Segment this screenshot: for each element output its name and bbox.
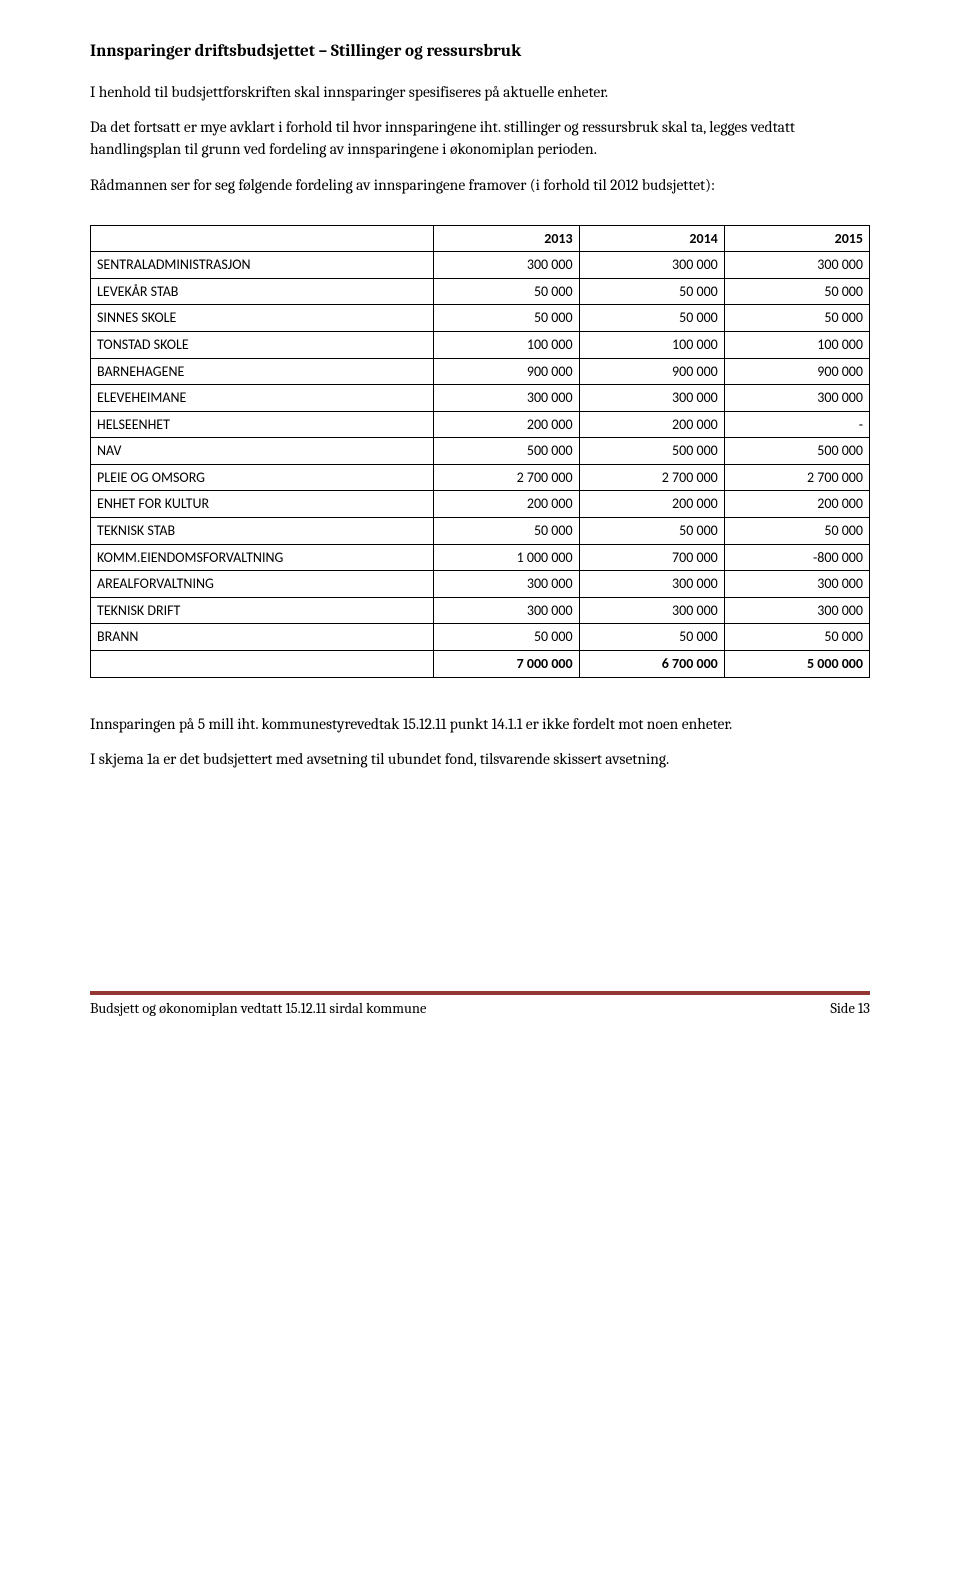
- row-value: 900 000: [724, 358, 869, 385]
- row-label: HELSEENHET: [91, 411, 434, 438]
- total-label: [91, 651, 434, 678]
- row-value: 50 000: [579, 518, 724, 545]
- row-value: 100 000: [434, 331, 579, 358]
- row-value: 2 700 000: [579, 464, 724, 491]
- row-value: 2 700 000: [724, 464, 869, 491]
- row-label: ENHET FOR KULTUR: [91, 491, 434, 518]
- row-value: 2 700 000: [434, 464, 579, 491]
- row-value: 200 000: [579, 491, 724, 518]
- row-value: 1 000 000: [434, 544, 579, 571]
- row-value: 300 000: [434, 385, 579, 412]
- page-footer: Budsjett og økonomiplan vedtatt 15.12.11…: [90, 991, 870, 1019]
- table-row: NAV500 000500 000500 000: [91, 438, 870, 465]
- intro-paragraph-1: I henhold til budsjettforskriften skal i…: [90, 82, 870, 104]
- table-row: KOMM.EIENDOMSFORVALTNING1 000 000700 000…: [91, 544, 870, 571]
- row-value: 50 000: [579, 305, 724, 332]
- row-label: KOMM.EIENDOMSFORVALTNING: [91, 544, 434, 571]
- table-row: PLEIE OG OMSORG2 700 0002 700 0002 700 0…: [91, 464, 870, 491]
- row-value: 300 000: [434, 252, 579, 279]
- row-value: 300 000: [724, 385, 869, 412]
- row-value: 50 000: [724, 305, 869, 332]
- row-value: 900 000: [579, 358, 724, 385]
- row-value: 200 000: [579, 411, 724, 438]
- row-label: BRANN: [91, 624, 434, 651]
- intro-paragraph-2: Da det fortsatt er mye avklart i forhold…: [90, 117, 870, 160]
- footer-left-text: Budsjett og økonomiplan vedtatt 15.12.11…: [90, 999, 426, 1019]
- row-value: 500 000: [434, 438, 579, 465]
- total-value: 7 000 000: [434, 651, 579, 678]
- table-row: ELEVEHEIMANE300 000300 000300 000: [91, 385, 870, 412]
- row-label: NAV: [91, 438, 434, 465]
- row-value: 700 000: [579, 544, 724, 571]
- row-value: 900 000: [434, 358, 579, 385]
- row-value: 50 000: [579, 278, 724, 305]
- row-value: 100 000: [579, 331, 724, 358]
- row-value: 300 000: [724, 571, 869, 598]
- row-label: TEKNISK DRIFT: [91, 597, 434, 624]
- table-row: BRANN50 00050 00050 000: [91, 624, 870, 651]
- table-header-2013: 2013: [434, 225, 579, 252]
- row-label: PLEIE OG OMSORG: [91, 464, 434, 491]
- row-value: 200 000: [434, 411, 579, 438]
- row-value: 500 000: [579, 438, 724, 465]
- row-label: TEKNISK STAB: [91, 518, 434, 545]
- row-value: 300 000: [434, 597, 579, 624]
- row-value: 200 000: [434, 491, 579, 518]
- table-header-blank: [91, 225, 434, 252]
- row-value: 50 000: [434, 518, 579, 545]
- row-value: 50 000: [724, 278, 869, 305]
- row-label: LEVEKÅR STAB: [91, 278, 434, 305]
- row-label: AREALFORVALTNING: [91, 571, 434, 598]
- table-header-2015: 2015: [724, 225, 869, 252]
- row-value: 50 000: [724, 518, 869, 545]
- footer-rule: [90, 991, 870, 995]
- row-value: -800 000: [724, 544, 869, 571]
- row-value: 300 000: [724, 597, 869, 624]
- section-heading: Innsparinger driftsbudsjettet – Stilling…: [90, 40, 870, 64]
- row-label: TONSTAD SKOLE: [91, 331, 434, 358]
- row-value: 300 000: [434, 571, 579, 598]
- table-row: AREALFORVALTNING300 000300 000300 000: [91, 571, 870, 598]
- table-row: TEKNISK STAB50 00050 00050 000: [91, 518, 870, 545]
- row-value: 300 000: [724, 252, 869, 279]
- table-row: LEVEKÅR STAB50 00050 00050 000: [91, 278, 870, 305]
- table-row: TONSTAD SKOLE100 000100 000100 000: [91, 331, 870, 358]
- row-value: 50 000: [724, 624, 869, 651]
- table-row: TEKNISK DRIFT300 000300 000300 000: [91, 597, 870, 624]
- closing-paragraph-2: I skjema 1a er det budsjettert med avset…: [90, 749, 870, 771]
- table-row: ENHET FOR KULTUR200 000200 000200 000: [91, 491, 870, 518]
- row-value: 300 000: [579, 597, 724, 624]
- savings-table: 2013 2014 2015 SENTRALADMINISTRASJON300 …: [90, 225, 870, 678]
- table-row: BARNEHAGENE900 000900 000900 000: [91, 358, 870, 385]
- footer-page-number: Side 13: [830, 999, 870, 1019]
- row-value: -: [724, 411, 869, 438]
- row-value: 50 000: [434, 624, 579, 651]
- table-total-row: 7 000 0006 700 0005 000 000: [91, 651, 870, 678]
- row-value: 300 000: [579, 571, 724, 598]
- row-value: 50 000: [434, 278, 579, 305]
- row-label: SENTRALADMINISTRASJON: [91, 252, 434, 279]
- total-value: 6 700 000: [579, 651, 724, 678]
- table-row: SENTRALADMINISTRASJON300 000300 000300 0…: [91, 252, 870, 279]
- row-value: 300 000: [579, 385, 724, 412]
- row-label: SINNES SKOLE: [91, 305, 434, 332]
- row-label: ELEVEHEIMANE: [91, 385, 434, 412]
- row-value: 500 000: [724, 438, 869, 465]
- row-label: BARNEHAGENE: [91, 358, 434, 385]
- table-header-row: 2013 2014 2015: [91, 225, 870, 252]
- table-header-2014: 2014: [579, 225, 724, 252]
- total-value: 5 000 000: [724, 651, 869, 678]
- row-value: 200 000: [724, 491, 869, 518]
- intro-paragraph-3: Rådmannen ser for seg følgende fordeling…: [90, 175, 870, 197]
- row-value: 50 000: [434, 305, 579, 332]
- row-value: 50 000: [579, 624, 724, 651]
- table-row: SINNES SKOLE50 00050 00050 000: [91, 305, 870, 332]
- table-row: HELSEENHET200 000200 000-: [91, 411, 870, 438]
- row-value: 300 000: [579, 252, 724, 279]
- closing-paragraph-1: Innsparingen på 5 mill iht. kommunestyre…: [90, 714, 870, 736]
- row-value: 100 000: [724, 331, 869, 358]
